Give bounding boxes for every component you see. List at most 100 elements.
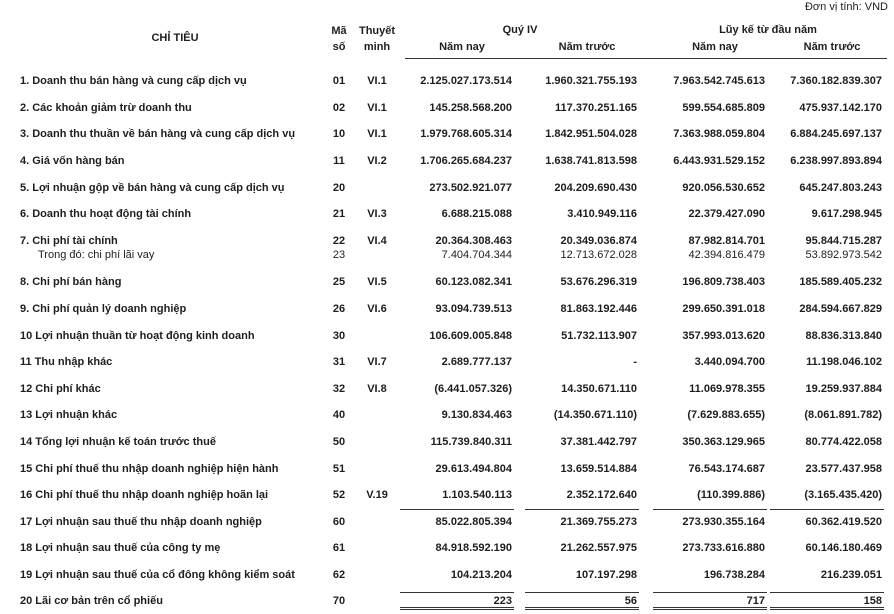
detail-value: 53.892.973.542 — [805, 249, 882, 261]
total-rule — [400, 609, 514, 610]
detail-code: 23 — [332, 249, 346, 261]
total-rule — [770, 607, 884, 608]
subtotal-rule — [400, 509, 514, 510]
row-label: 9. Chi phí quản lý doanh nghiệp — [20, 303, 187, 315]
total-rule — [525, 607, 639, 608]
sub-col-header: Năm nay — [439, 41, 485, 53]
row-code: 62 — [332, 569, 346, 581]
row-code: 52 — [332, 489, 346, 501]
row-value: - — [633, 356, 637, 368]
row-value: 7.963.542.745.613 — [673, 75, 765, 87]
group-header: Quý IV — [502, 24, 538, 36]
row-value: 104.213.204 — [450, 569, 512, 581]
row-note: VI.1 — [367, 128, 387, 140]
row-label: 1. Doanh thu bán hàng và cung cấp dịch v… — [20, 75, 247, 87]
row-value: 920.056.530.652 — [682, 182, 765, 194]
col-header: Mã số — [331, 25, 347, 53]
row-label: 5. Lợi nhuận gộp về bán hàng và cung cấp… — [20, 182, 285, 194]
row-code: 60 — [332, 516, 346, 528]
col-header: Thuyết minh — [358, 25, 396, 53]
row-value: 93.094.739.513 — [435, 303, 512, 315]
row-label: 15 Chi phí thuế thu nhập doanh nghiệp hi… — [20, 463, 279, 475]
row-value: 6.443.931.529.152 — [673, 155, 765, 167]
row-value: 1.842.951.504.028 — [545, 128, 637, 140]
row-value: 599.554.685.809 — [682, 102, 765, 114]
subtotal-rule — [770, 509, 884, 510]
row-value: 88.836.313.840 — [805, 330, 882, 342]
row-note: VI.8 — [367, 383, 387, 395]
row-value: 216.239.051 — [820, 569, 882, 581]
row-label: 14 Tổng lợi nhuận kế toán trước thuế — [20, 436, 216, 448]
total-rule — [770, 592, 884, 593]
row-value: 1.103.540.113 — [442, 489, 512, 501]
total-rule — [653, 592, 767, 593]
row-value: 717 — [746, 595, 765, 607]
detail-value: 7.404.704.344 — [441, 249, 512, 261]
row-label: 4. Giá vốn hàng bán — [20, 155, 125, 167]
row-value: 273.502.921.077 — [429, 182, 512, 194]
sub-col-header: Năm nay — [692, 41, 738, 53]
row-value: 1.706.265.684.237 — [420, 155, 512, 167]
total-rule — [400, 592, 514, 593]
row-note: VI.4 — [367, 235, 387, 247]
subtotal-rule — [525, 509, 639, 510]
row-value: 3.410.949.116 — [567, 208, 637, 220]
row-note: VI.6 — [367, 303, 387, 315]
row-label: 20 Lãi cơ bản trên cổ phiếu — [20, 595, 163, 607]
row-code: 40 — [332, 409, 346, 421]
row-note: VI.5 — [367, 276, 387, 288]
row-value: 299.650.391.018 — [682, 303, 765, 315]
row-code: 22 — [332, 235, 346, 247]
row-value: 9.130.834.463 — [441, 409, 512, 421]
row-value: 87.982.814.701 — [688, 235, 765, 247]
subtotal-rule — [653, 509, 767, 510]
row-value: 20.349.036.874 — [560, 235, 637, 247]
row-value: 85.022.805.394 — [435, 516, 512, 528]
row-code: 10 — [332, 128, 346, 140]
row-value: 80.774.422.058 — [805, 436, 882, 448]
row-label: 6. Doanh thu hoạt động tài chính — [20, 208, 192, 220]
row-value: 107.197.298 — [575, 569, 637, 581]
row-value: 23.577.437.958 — [805, 463, 882, 475]
row-label: 3. Doanh thu thuần về bán hàng và cung c… — [20, 128, 296, 140]
row-value: 185.589.405.232 — [799, 276, 882, 288]
row-note: VI.3 — [367, 208, 387, 220]
row-value: 145.258.568.200 — [429, 102, 512, 114]
row-value: 2.352.172.640 — [566, 489, 637, 501]
detail-value: 42.394.816.479 — [688, 249, 765, 261]
row-value: 29.613.494.804 — [435, 463, 512, 475]
row-value: 7.360.182.839.307 — [790, 75, 882, 87]
header-rule — [405, 58, 887, 59]
row-value: 106.609.005.848 — [429, 330, 512, 342]
row-value: (14.350.671.110) — [553, 409, 637, 421]
sub-col-header: Năm trước — [558, 41, 616, 53]
total-rule — [653, 609, 767, 610]
row-value: 3.440.094.700 — [694, 356, 765, 368]
row-value: 51.732.113.907 — [561, 330, 637, 342]
row-code: 02 — [332, 102, 346, 114]
row-value: 223 — [493, 595, 512, 607]
row-code: 11 — [333, 155, 345, 167]
row-code: 32 — [332, 383, 346, 395]
row-value: 11.069.978.355 — [689, 383, 765, 395]
row-value: 76.543.174.687 — [688, 463, 765, 475]
row-value: 60.362.419.520 — [805, 516, 882, 528]
row-label: 16 Chi phí thuế thu nhập doanh nghiệp ho… — [20, 489, 269, 501]
row-label: 18 Lợi nhuận sau thuế của công ty mẹ — [20, 542, 221, 554]
total-rule — [525, 592, 639, 593]
total-rule — [653, 607, 767, 608]
row-note: V.19 — [366, 489, 388, 501]
row-label: 11 Thu nhập khác — [20, 356, 113, 368]
row-value: (8.061.891.782) — [804, 409, 882, 421]
row-code: 21 — [332, 208, 346, 220]
col-header: CHỈ TIÊU — [151, 32, 199, 44]
row-value: 21.262.557.975 — [560, 542, 637, 554]
detail-label: Trong đó: chi phí lãi vay — [38, 249, 155, 261]
row-value: 95.844.715.287 — [805, 235, 882, 247]
row-value: 53.676.296.319 — [560, 276, 637, 288]
row-value: 60.146.180.469 — [805, 542, 882, 554]
row-note: VI.1 — [367, 75, 387, 87]
row-value: 350.363.129.965 — [682, 436, 765, 448]
row-code: 61 — [332, 542, 346, 554]
